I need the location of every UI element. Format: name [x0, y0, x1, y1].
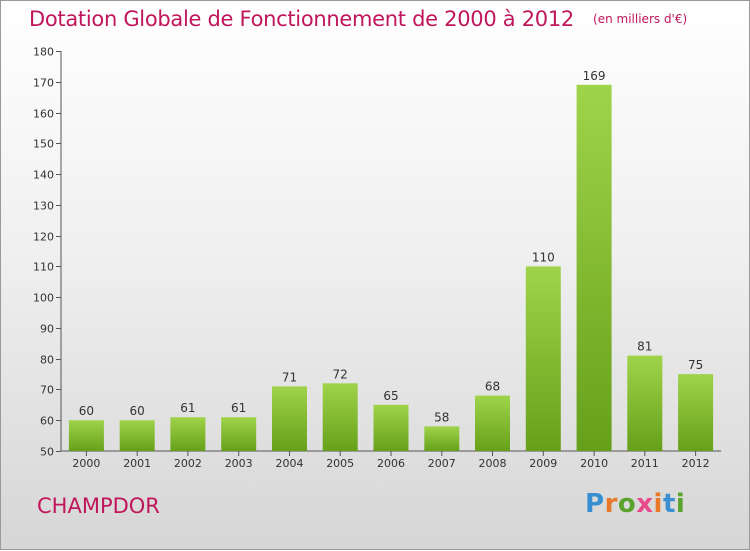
x-tick-label: 2005: [326, 457, 354, 470]
y-tick-label: 150: [33, 138, 54, 151]
bar-value-label: 71: [282, 370, 297, 384]
bar-value-label: 65: [383, 389, 398, 403]
y-tick-label: 70: [40, 384, 54, 397]
y-tick-label: 130: [33, 200, 54, 213]
logo-letter: t: [662, 489, 676, 519]
y-tick-label: 120: [33, 231, 54, 244]
bar: [119, 420, 155, 451]
bar: [322, 383, 358, 451]
y-tick-label: 100: [33, 292, 54, 305]
bar-value-label: 110: [532, 250, 555, 264]
x-tick-label: 2009: [529, 457, 557, 470]
bar: [373, 404, 409, 451]
bar-value-label: 61: [231, 401, 246, 415]
bar: [221, 417, 257, 451]
bar-value-label: 68: [485, 380, 500, 394]
y-tick-label: 80: [40, 354, 54, 367]
bar-value-label: 60: [79, 404, 94, 418]
bar: [68, 420, 104, 451]
y-tick-label: 140: [33, 169, 54, 182]
bar-value-label: 60: [130, 404, 145, 418]
bar: [678, 374, 714, 451]
bar: [424, 426, 460, 451]
chart-title: Dotation Globale de Fonctionnement de 20…: [29, 7, 574, 31]
bar: [475, 395, 510, 451]
y-tick-label: 60: [40, 415, 54, 428]
commune-name: CHAMPDOR: [37, 494, 160, 518]
title-row: Dotation Globale de Fonctionnement de 20…: [29, 7, 687, 31]
bar-value-label: 61: [180, 401, 195, 415]
x-tick-label: 2001: [123, 457, 151, 470]
bar: [627, 355, 663, 451]
bar-value-label: 75: [688, 358, 703, 372]
proxiti-logo: Proxiti: [585, 489, 685, 519]
x-tick-label: 2012: [682, 457, 710, 470]
x-tick-label: 2006: [377, 457, 405, 470]
bar: [272, 386, 307, 451]
y-tick-label: 90: [40, 323, 54, 336]
y-tick-label: 50: [40, 446, 54, 459]
bar: [525, 266, 561, 451]
logo-letter: P: [585, 489, 605, 519]
y-tick-label: 110: [33, 261, 54, 274]
logo-letter: i: [675, 489, 686, 519]
x-tick-label: 2000: [72, 457, 100, 470]
logo-letter: o: [617, 489, 637, 519]
x-tick-label: 2008: [479, 457, 507, 470]
x-tick-label: 2002: [174, 457, 202, 470]
bar-layer: 60 60 61 61 71 72 65 58 68 110 169 81 75: [68, 69, 714, 452]
x-tick-label: 2007: [428, 457, 456, 470]
chart-unit: (en milliers d'€): [593, 12, 688, 26]
y-tick-label: 180: [33, 46, 54, 59]
x-tick-label: 2011: [631, 457, 659, 470]
bar-value-label: 169: [583, 69, 606, 83]
bar-value-label: 72: [333, 367, 348, 381]
axis-layer: 50 60 70 80 90 100 110 120 130 140 150 160 170 180 200…: [33, 46, 721, 470]
logo-letter: r: [604, 489, 618, 519]
y-tick-label: 160: [33, 108, 54, 121]
x-tick-label: 2010: [580, 457, 608, 470]
x-tick-label: 2004: [276, 457, 304, 470]
logo-letter: i: [653, 489, 663, 519]
bar: [170, 417, 206, 451]
bar-value-label: 58: [434, 410, 449, 424]
bar-value-label: 81: [637, 340, 652, 354]
x-tick-label: 2003: [225, 457, 253, 470]
y-tick-label: 170: [33, 77, 54, 90]
logo-letter: x: [636, 489, 654, 519]
bar: [576, 84, 612, 452]
